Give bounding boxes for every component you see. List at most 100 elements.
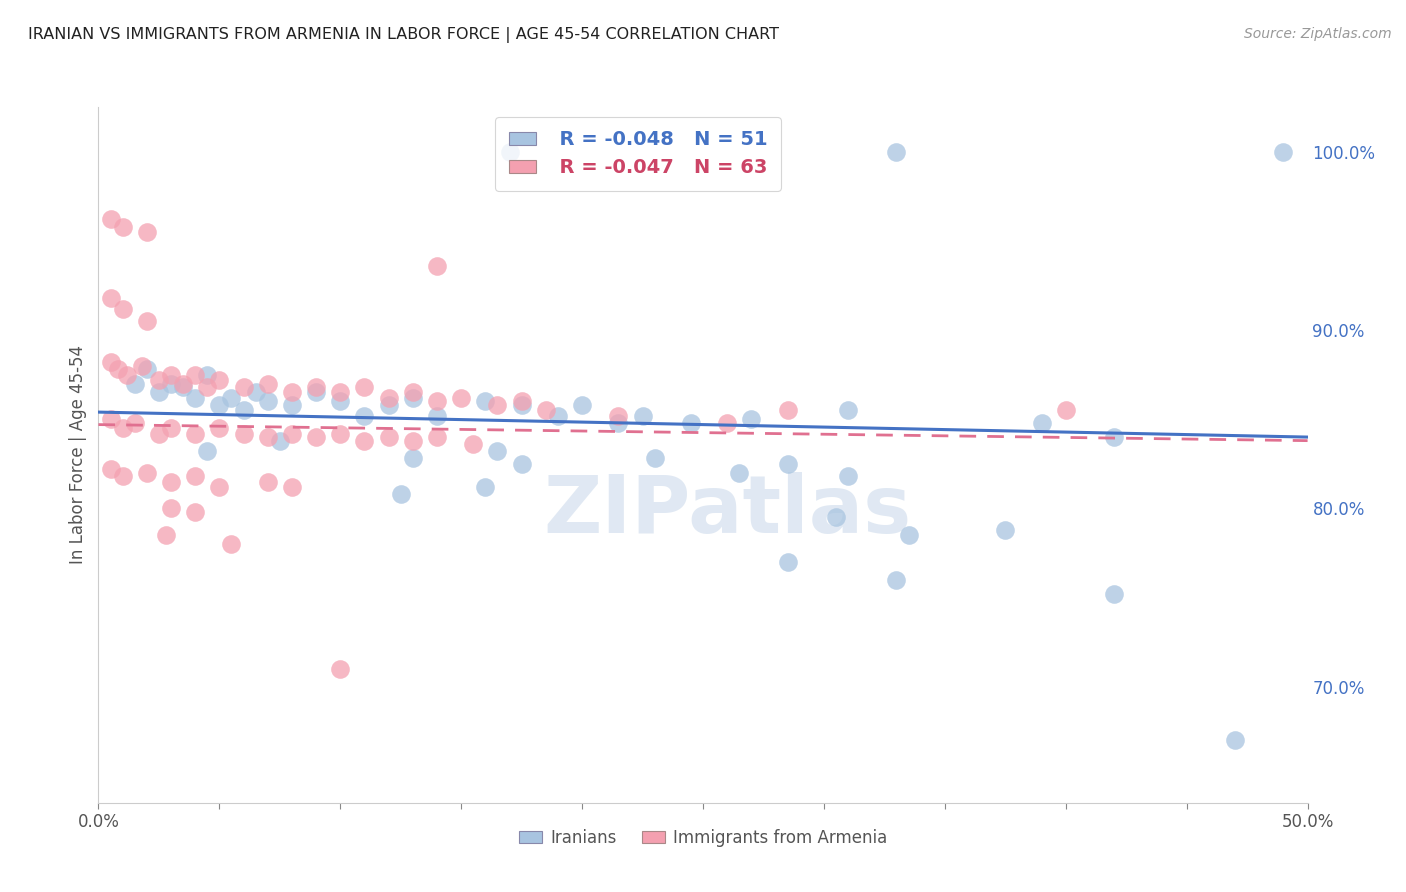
- Point: [100, 412, 122, 426]
- Point: [644, 451, 666, 466]
- Point: [1102, 587, 1125, 601]
- Point: [281, 480, 304, 494]
- Point: [837, 469, 859, 483]
- Text: Source: ZipAtlas.com: Source: ZipAtlas.com: [1244, 27, 1392, 41]
- Point: [135, 466, 157, 480]
- Point: [886, 145, 908, 159]
- Point: [474, 394, 496, 409]
- Point: [377, 398, 399, 412]
- Point: [160, 501, 183, 516]
- Point: [208, 421, 231, 435]
- Point: [353, 409, 375, 423]
- Point: [716, 416, 738, 430]
- Point: [353, 434, 375, 448]
- Point: [1054, 403, 1077, 417]
- Point: [160, 475, 183, 489]
- Point: [148, 426, 170, 441]
- Point: [281, 426, 304, 441]
- Point: [329, 662, 352, 676]
- Point: [607, 416, 630, 430]
- Point: [100, 291, 122, 305]
- Point: [135, 362, 157, 376]
- Point: [195, 368, 218, 382]
- Point: [486, 398, 509, 412]
- Point: [245, 385, 267, 400]
- Point: [402, 451, 425, 466]
- Point: [160, 376, 183, 391]
- Point: [510, 398, 533, 412]
- Point: [571, 398, 593, 412]
- Point: [329, 426, 352, 441]
- Point: [426, 259, 449, 273]
- Point: [886, 573, 908, 587]
- Point: [148, 373, 170, 387]
- Point: [1031, 416, 1053, 430]
- Point: [426, 409, 449, 423]
- Point: [679, 416, 702, 430]
- Point: [195, 380, 218, 394]
- Point: [329, 385, 352, 400]
- Point: [256, 394, 278, 409]
- Point: [184, 469, 207, 483]
- Point: [256, 376, 278, 391]
- Point: [547, 409, 569, 423]
- Point: [184, 368, 207, 382]
- Point: [825, 510, 848, 524]
- Point: [124, 376, 146, 391]
- Point: [221, 537, 243, 551]
- Point: [281, 385, 304, 400]
- Point: [135, 314, 157, 328]
- Point: [776, 457, 799, 471]
- Point: [281, 398, 304, 412]
- Point: [184, 391, 207, 405]
- Point: [111, 421, 134, 435]
- Point: [728, 466, 751, 480]
- Point: [510, 457, 533, 471]
- Point: [160, 421, 183, 435]
- Point: [305, 385, 328, 400]
- Point: [1223, 733, 1246, 747]
- Point: [389, 487, 412, 501]
- Point: [776, 555, 799, 569]
- Point: [100, 212, 122, 227]
- Point: [232, 426, 254, 441]
- Point: [232, 380, 254, 394]
- Point: [402, 385, 425, 400]
- Point: [994, 523, 1017, 537]
- Point: [534, 403, 557, 417]
- Point: [107, 362, 129, 376]
- Point: [100, 355, 122, 369]
- Point: [426, 430, 449, 444]
- Point: [124, 416, 146, 430]
- Point: [897, 528, 920, 542]
- Point: [195, 444, 218, 458]
- Point: [256, 475, 278, 489]
- Point: [111, 219, 134, 234]
- Point: [208, 373, 231, 387]
- Point: [155, 528, 177, 542]
- Legend: Iranians, Immigrants from Armenia: Iranians, Immigrants from Armenia: [512, 822, 894, 854]
- Point: [135, 225, 157, 239]
- Point: [232, 403, 254, 417]
- Point: [329, 394, 352, 409]
- Point: [776, 403, 799, 417]
- Point: [837, 403, 859, 417]
- Y-axis label: In Labor Force | Age 45-54: In Labor Force | Age 45-54: [69, 345, 87, 565]
- Point: [184, 505, 207, 519]
- Point: [402, 434, 425, 448]
- Point: [474, 480, 496, 494]
- Point: [377, 430, 399, 444]
- Point: [111, 469, 134, 483]
- Point: [353, 380, 375, 394]
- Point: [117, 368, 139, 382]
- Point: [160, 368, 183, 382]
- Point: [402, 391, 425, 405]
- Point: [269, 434, 291, 448]
- Point: [111, 301, 134, 316]
- Point: [377, 391, 399, 405]
- Point: [131, 359, 153, 373]
- Point: [148, 385, 170, 400]
- Point: [1272, 145, 1295, 159]
- Point: [172, 376, 194, 391]
- Point: [463, 437, 485, 451]
